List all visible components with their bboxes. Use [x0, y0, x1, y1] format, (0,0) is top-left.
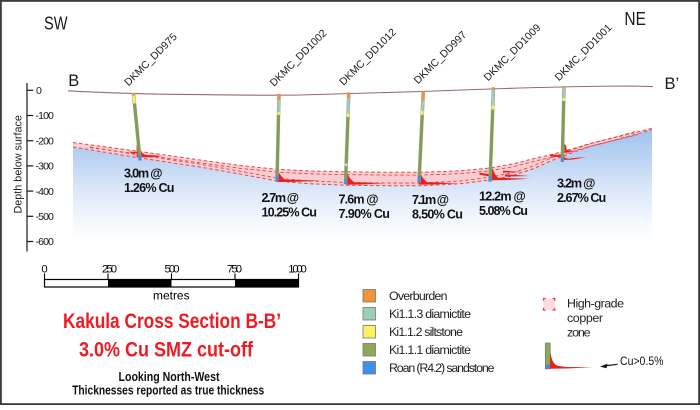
svg-text:250: 250 [102, 263, 117, 275]
svg-text:10.25% Cu: 10.25% Cu [262, 206, 318, 220]
svg-text:-200: -200 [36, 135, 55, 147]
svg-text:Roan (R4.2) sandstone: Roan (R4.2) sandstone [389, 361, 495, 375]
svg-text:zone: zone [567, 326, 591, 340]
svg-text:7.1m @: 7.1m @ [412, 193, 449, 207]
svg-text:1.26% Cu: 1.26% Cu [124, 181, 175, 195]
svg-text:Depth below surface: Depth below surface [13, 115, 25, 213]
svg-text:B: B [68, 72, 79, 90]
svg-text:2.67% Cu: 2.67% Cu [557, 191, 606, 205]
svg-text:SW: SW [44, 14, 68, 34]
svg-text:Ki1.1.1 diamictite: Ki1.1.1 diamictite [389, 343, 471, 357]
svg-text:Ki1.1.2 siltstone: Ki1.1.2 siltstone [389, 325, 463, 339]
svg-text:metres: metres [153, 288, 190, 302]
svg-text:7.6m @: 7.6m @ [339, 192, 379, 206]
svg-text:750: 750 [227, 263, 242, 275]
svg-text:copper: copper [567, 311, 603, 325]
svg-text:Looking North-West: Looking North-West [119, 369, 220, 384]
svg-text:8.50% Cu: 8.50% Cu [412, 207, 463, 221]
svg-text:-100: -100 [36, 110, 55, 122]
svg-text:2.7m @: 2.7m @ [262, 191, 300, 205]
svg-text:Kakula Cross Section B-B’: Kakula Cross Section B-B’ [63, 309, 281, 333]
svg-text:-300: -300 [36, 161, 55, 173]
svg-text:0: 0 [41, 263, 47, 275]
svg-text:0: 0 [36, 85, 42, 97]
svg-text:Overburden: Overburden [389, 289, 448, 303]
svg-text:B’: B’ [665, 75, 680, 93]
svg-text:-400: -400 [36, 186, 55, 198]
svg-text:NE: NE [624, 9, 646, 29]
svg-text:3.0% Cu SMZ cut-off: 3.0% Cu SMZ cut-off [79, 337, 254, 361]
svg-text:3.2m @: 3.2m @ [557, 177, 595, 191]
svg-text:Thicknesses reported as true t: Thicknesses reported as true thickness [72, 384, 264, 398]
svg-text:1000: 1000 [288, 263, 307, 275]
svg-text:500: 500 [165, 263, 180, 275]
svg-text:7.90% Cu: 7.90% Cu [339, 207, 391, 221]
svg-text:Cu>0.5%: Cu>0.5% [620, 354, 664, 368]
svg-text:High-grade: High-grade [567, 297, 624, 311]
svg-text:-600: -600 [36, 236, 55, 248]
svg-text:3.0m @: 3.0m @ [124, 166, 163, 180]
svg-text:12.2m @: 12.2m @ [479, 190, 526, 204]
svg-text:5.08% Cu: 5.08% Cu [479, 204, 528, 218]
svg-text:Ki1.1.3 diamictite: Ki1.1.3 diamictite [389, 307, 471, 321]
svg-text:-500: -500 [36, 211, 55, 223]
